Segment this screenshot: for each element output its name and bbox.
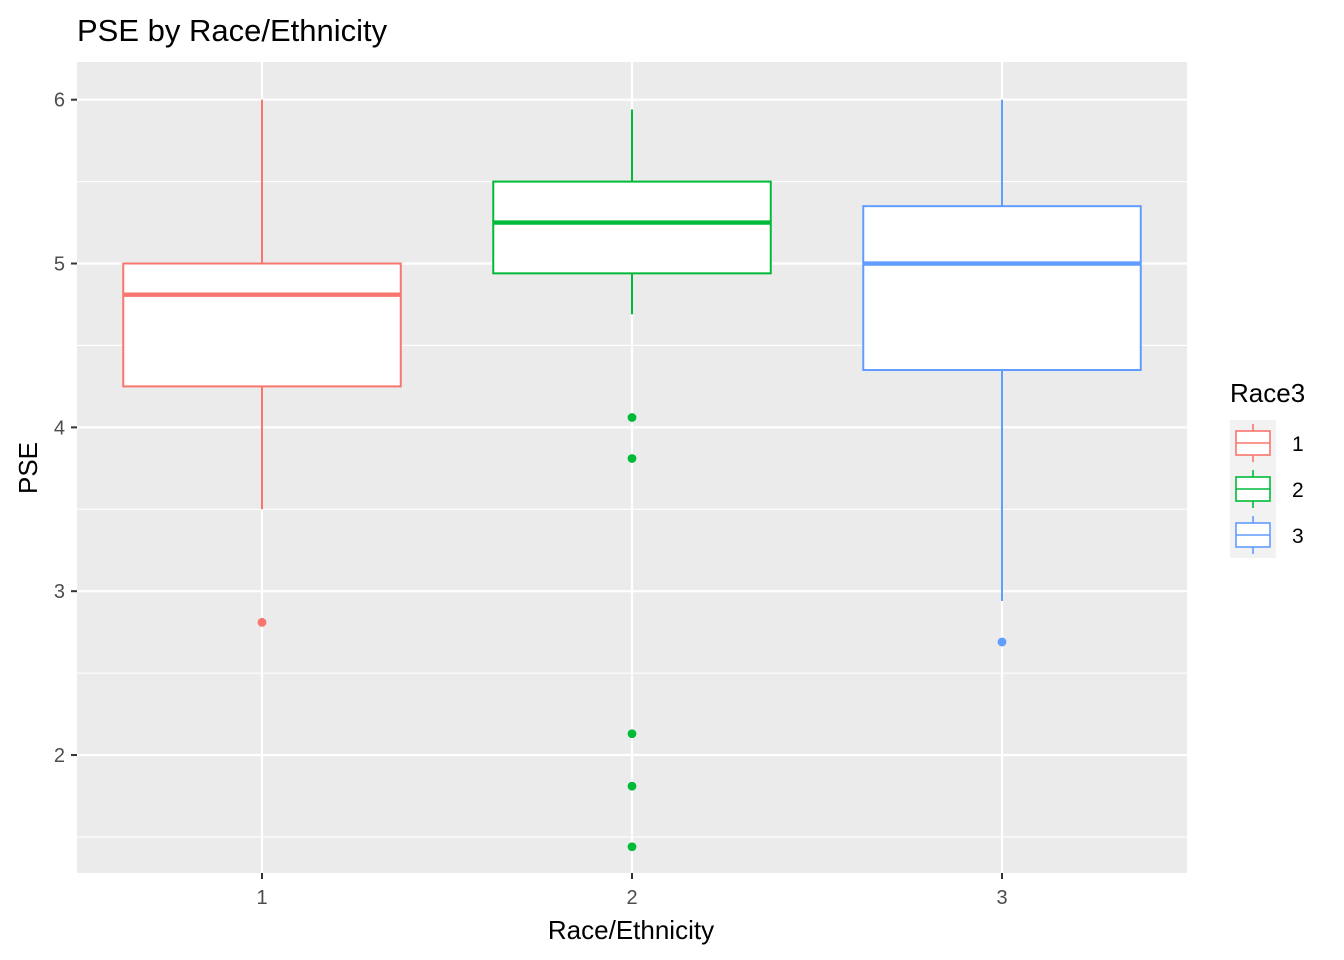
outlier-point <box>627 454 637 463</box>
box <box>122 262 402 388</box>
legend: Race3 1 2 3 <box>1230 378 1305 558</box>
box-group-2 <box>492 109 772 852</box>
legend-title: Race3 <box>1230 378 1305 408</box>
x-tick-label: 2 <box>626 887 637 909</box>
legend-item-3: 3 <box>1235 516 1304 554</box>
box-group-1 <box>122 99 402 627</box>
x-axis: 1 2 3 <box>256 873 1008 909</box>
y-tick-label: 5 <box>54 254 65 276</box>
y-tick-label: 4 <box>54 417 65 439</box>
legend-label: 1 <box>1292 433 1304 456</box>
outlier-point <box>627 729 637 739</box>
y-axis-title: PSE <box>13 442 43 494</box>
outlier-point <box>627 413 637 422</box>
outlier-point <box>627 781 637 791</box>
y-tick-label: 3 <box>54 581 65 603</box>
y-tick-label: 6 <box>54 90 65 112</box>
legend-item-1: 1 <box>1235 424 1304 462</box>
outlier-point <box>997 637 1007 647</box>
outlier-point <box>627 842 637 852</box>
legend-label: 2 <box>1292 479 1304 502</box>
chart-title: PSE by Race/Ethnicity <box>77 13 388 48</box>
x-tick-label: 3 <box>996 887 1007 909</box>
outlier-point <box>257 617 267 627</box>
legend-item-2: 2 <box>1235 470 1304 508</box>
legend-label: 3 <box>1292 525 1304 548</box>
y-tick-label: 2 <box>54 745 65 767</box>
x-axis-title: Race/Ethnicity <box>548 915 714 945</box>
box-series <box>122 99 1142 852</box>
box <box>492 180 772 275</box>
x-tick-label: 1 <box>256 887 267 909</box>
box <box>862 205 1142 372</box>
box-group-3 <box>862 99 1142 647</box>
y-axis: 2 3 4 5 6 <box>54 90 77 767</box>
